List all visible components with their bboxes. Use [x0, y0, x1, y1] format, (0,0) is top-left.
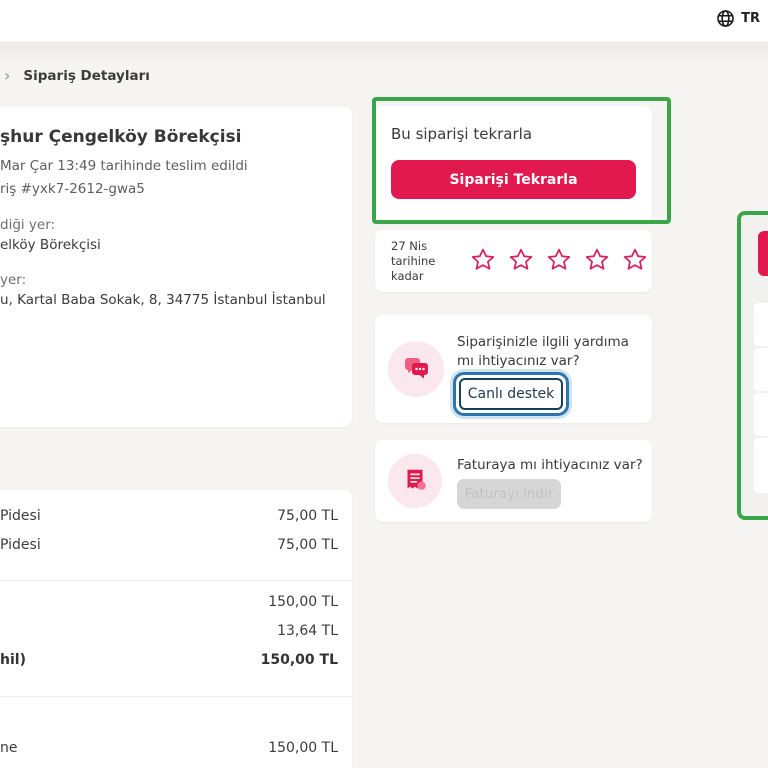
fee-row: 13,64 TL	[0, 623, 338, 639]
payment-label: ne	[0, 740, 18, 756]
invoice-question: Faturaya mı ihtiyacınız var?	[457, 457, 643, 473]
receipt-card: Pidesi 75,00 TL Pidesi 75,00 TL 150,00 T…	[0, 490, 352, 768]
side-panel-row	[754, 303, 768, 346]
star-rating[interactable]	[470, 247, 648, 273]
side-panel-row	[754, 438, 768, 493]
fee-value: 13,64 TL	[277, 623, 338, 639]
star-icon	[471, 248, 495, 270]
star-icon	[623, 248, 647, 270]
side-panel-row	[754, 348, 768, 391]
reorder-title: Bu siparişi tekrarla	[391, 125, 533, 143]
delivery-label: yer:	[0, 272, 27, 288]
delivery-status: Mar Çar 13:49 tarihinde teslim edildi	[0, 158, 248, 174]
restaurant-name: şhur Çengelköy Börekçisi	[0, 127, 242, 147]
top-bar: TR	[0, 0, 768, 43]
item-price: 75,00 TL	[277, 508, 338, 524]
order-summary-card: şhur Çengelköy Börekçisi Mar Çar 13:49 t…	[0, 107, 352, 427]
pickup-value: elköy Börekçisi	[0, 237, 101, 253]
delivery-value: u, Kartal Baba Sokak, 8, 34775 İstanbul …	[0, 292, 326, 308]
side-panel-button-fragment	[758, 231, 768, 276]
breadcrumb-chevron-icon: ›	[4, 66, 11, 85]
receipt-divider	[0, 580, 352, 581]
language-selector[interactable]: TR	[716, 9, 760, 28]
receipt-item-row: Pidesi 75,00 TL	[0, 508, 338, 524]
live-support-button[interactable]: Canlı destek	[459, 378, 563, 410]
side-panel-row	[754, 393, 768, 436]
header-shadow	[0, 44, 768, 66]
globe-icon	[716, 9, 735, 28]
breadcrumb-current: Sipariş Detayları	[23, 68, 150, 84]
invoice-card: Faturaya mı ihtiyacınız var? Faturayı in…	[375, 440, 652, 522]
annotation-highlight-side-panel	[737, 211, 768, 520]
star-icon	[585, 248, 609, 270]
pickup-label: diği yer:	[0, 217, 56, 233]
item-name: Pidesi	[0, 537, 41, 553]
total-value: 150,00 TL	[260, 652, 338, 668]
item-name: Pidesi	[0, 508, 41, 524]
subtotal-row: 150,00 TL	[0, 594, 338, 610]
reorder-card: Bu siparişi tekrarla Siparişi Tekrarla	[375, 106, 652, 223]
receipt-divider	[0, 696, 352, 697]
receipt-icon	[388, 454, 442, 508]
annotation-highlight-live-support: Canlı destek	[453, 372, 569, 416]
language-label: TR	[741, 11, 760, 26]
star-icon	[547, 248, 571, 270]
order-id: riş #yxk7-2612-gwa5	[0, 181, 145, 197]
star-icon	[509, 248, 533, 270]
support-card: Siparişinizle ilgili yardıma mı ihtiyacı…	[375, 315, 652, 423]
subtotal-value: 150,00 TL	[268, 594, 338, 610]
payment-row: ne 150,00 TL	[0, 740, 338, 756]
receipt-item-row: Pidesi 75,00 TL	[0, 537, 338, 553]
breadcrumb: › Sipariş Detayları	[0, 66, 150, 86]
download-invoice-button[interactable]: Faturayı indir	[457, 479, 561, 509]
payment-value: 150,00 TL	[268, 740, 338, 756]
reorder-button[interactable]: Siparişi Tekrarla	[391, 160, 636, 199]
total-label: hil)	[0, 652, 26, 668]
item-price: 75,00 TL	[277, 537, 338, 553]
rating-card: 27 Nis tarihine kadar	[375, 230, 652, 292]
support-question: Siparişinizle ilgili yardıma mı ihtiyacı…	[457, 334, 629, 369]
rating-deadline: 27 Nis tarihine kadar	[391, 239, 436, 283]
chat-bubbles-icon	[388, 341, 444, 397]
total-row: hil) 150,00 TL	[0, 652, 338, 668]
